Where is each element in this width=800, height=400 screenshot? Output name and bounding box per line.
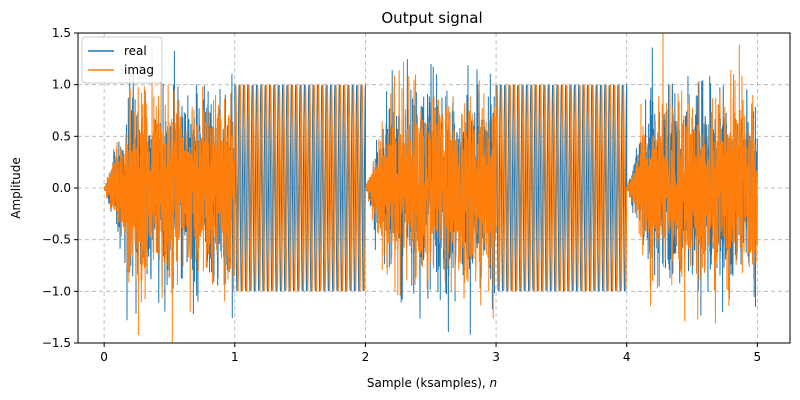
legend-box — [81, 36, 163, 84]
y-tick-label: 1.5 — [52, 26, 71, 40]
y-axis: −1.5 −1.0 −0.5 0.0 0.5 1.0 1.5 — [42, 26, 78, 350]
y-tick-label: 0.5 — [52, 129, 71, 143]
x-tick-label: 5 — [754, 350, 762, 364]
y-tick-label: −0.5 — [42, 233, 71, 247]
chart-title: Output signal — [381, 9, 482, 27]
plot-area — [103, 33, 758, 343]
y-tick-label: 1.0 — [52, 78, 71, 92]
x-tick-label: 2 — [362, 350, 370, 364]
x-tick-label: 0 — [100, 350, 108, 364]
x-tick-label: 4 — [623, 350, 631, 364]
legend-label-real: real — [124, 44, 147, 58]
x-axis-label: Sample (ksamples), n — [367, 376, 497, 390]
series-line-imag — [103, 33, 758, 343]
x-tick-label: 1 — [231, 350, 239, 364]
y-tick-label: −1.0 — [42, 284, 71, 298]
legend: real imag — [81, 36, 163, 84]
x-tick-label: 3 — [492, 350, 500, 364]
y-axis-label: Amplitude — [9, 157, 23, 219]
x-axis: 0 1 2 3 4 5 — [100, 343, 761, 364]
y-tick-label: −1.5 — [42, 336, 71, 350]
y-tick-label: 0.0 — [52, 181, 71, 195]
legend-label-imag: imag — [124, 63, 154, 77]
